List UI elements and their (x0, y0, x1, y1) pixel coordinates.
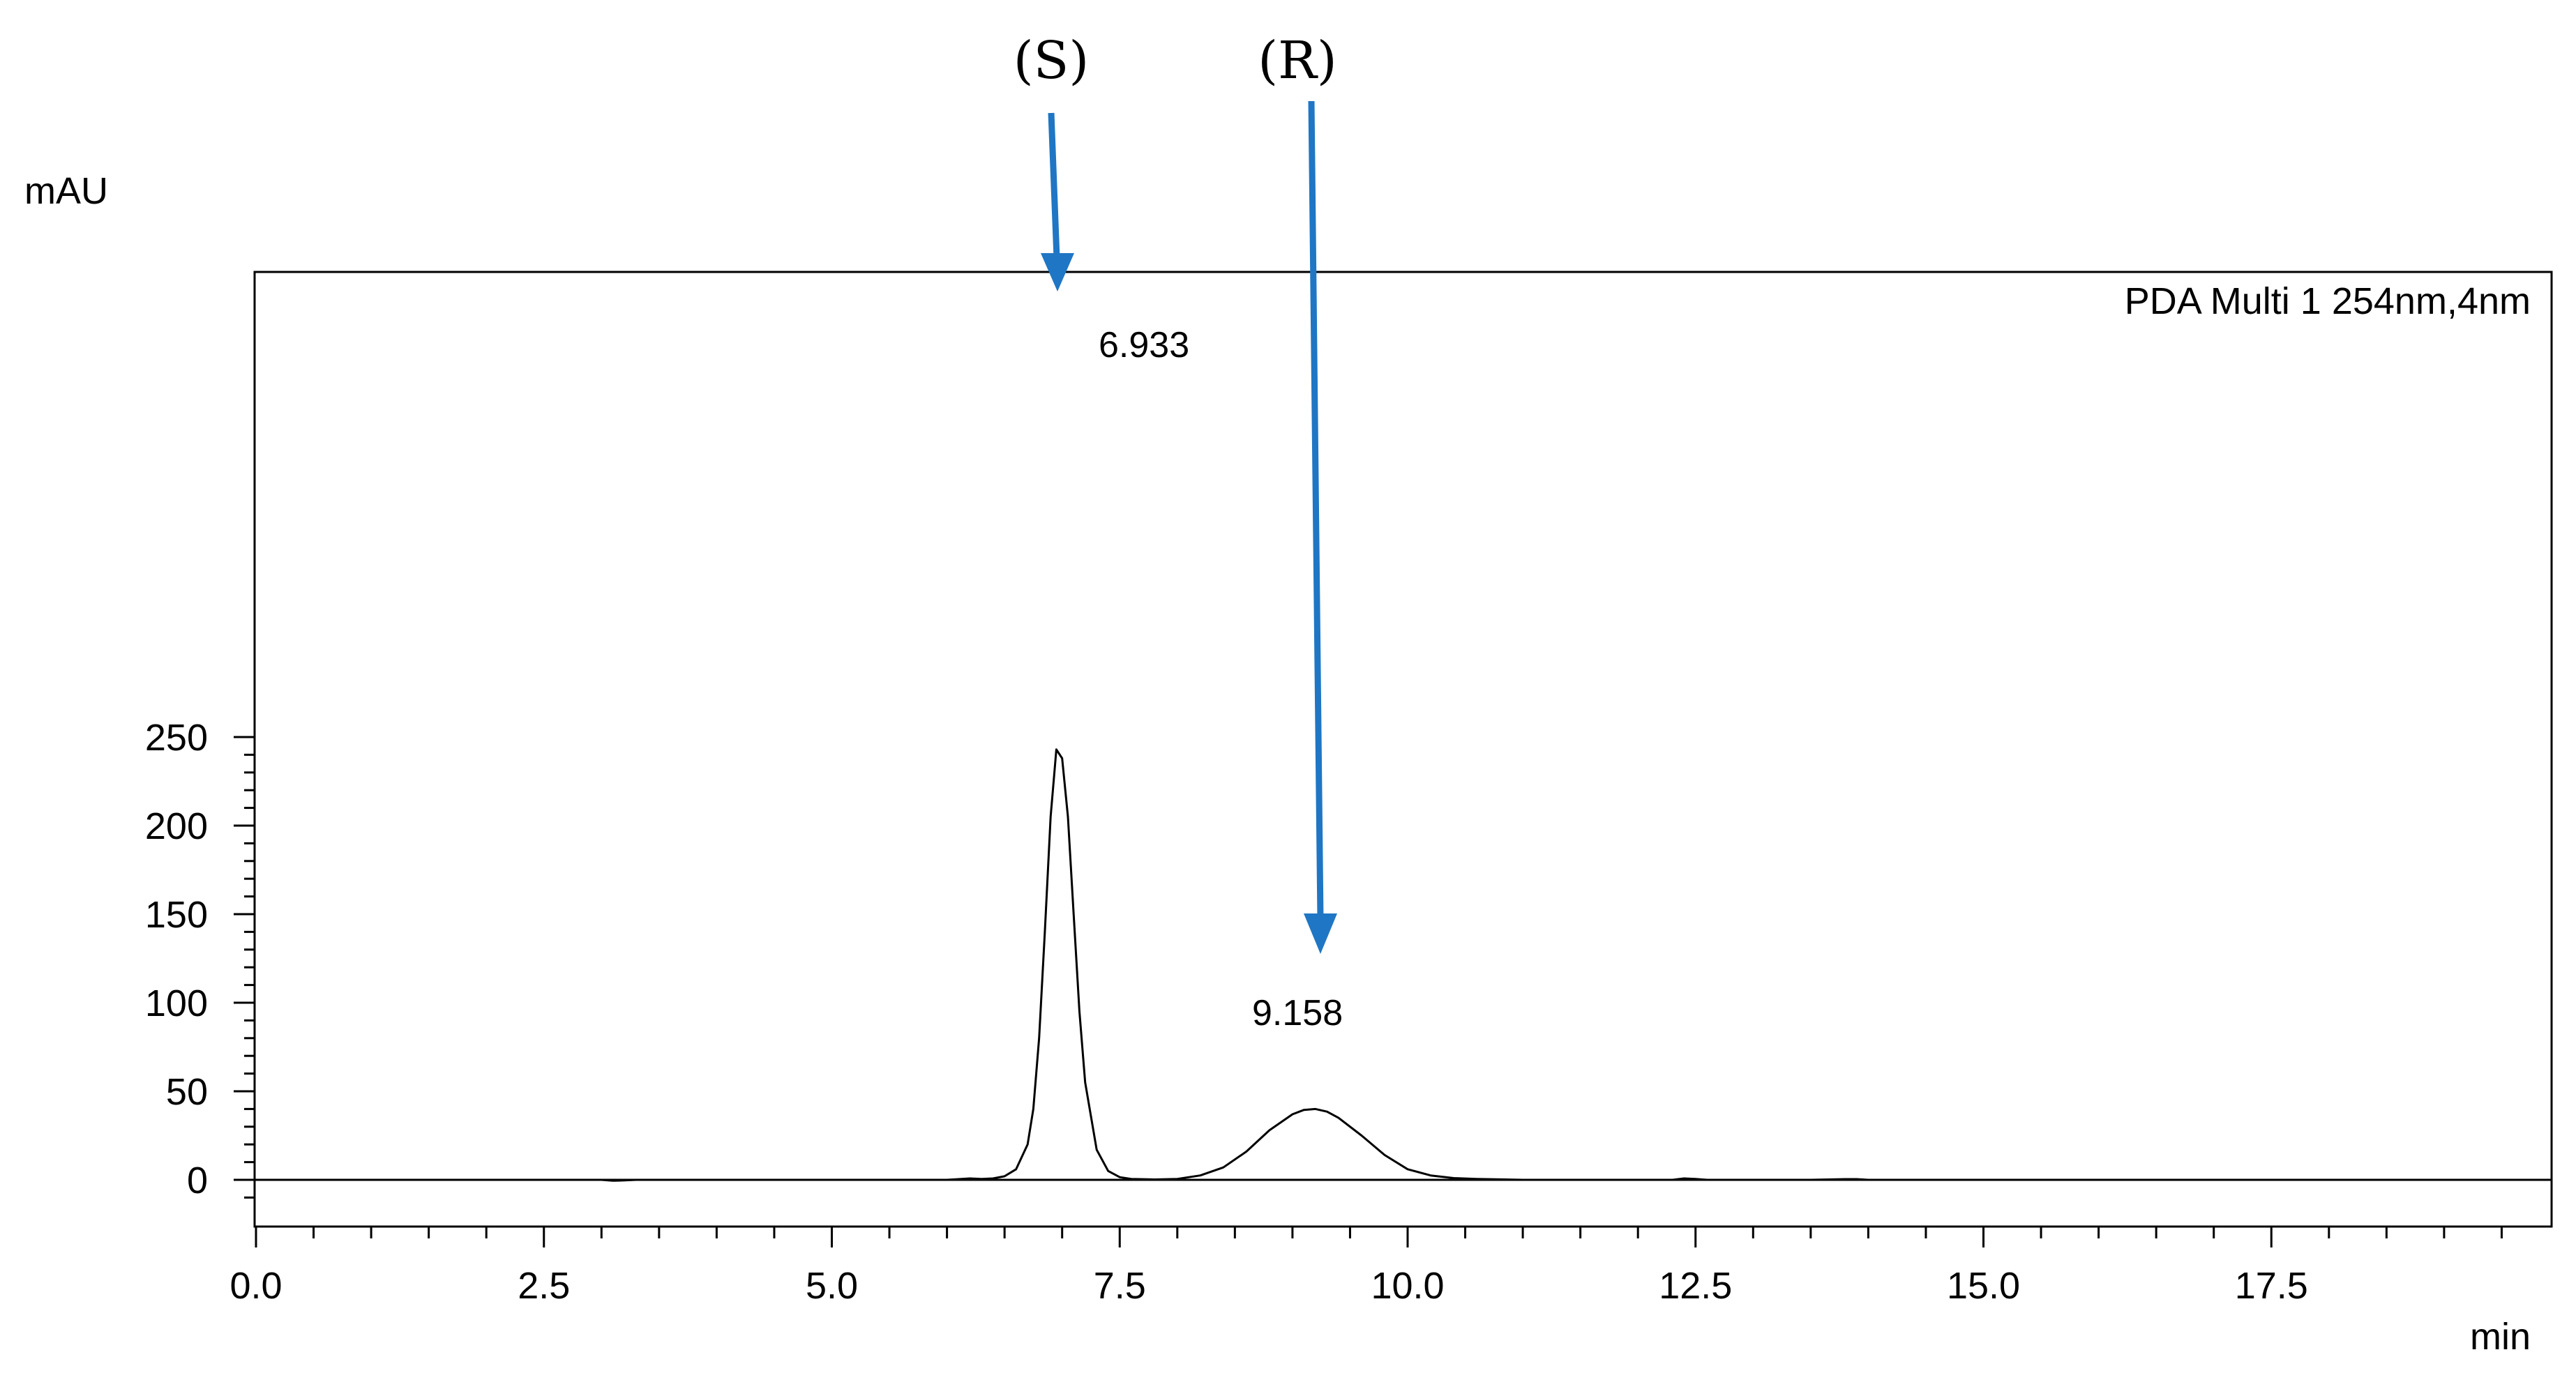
x-tick-label: 17.5 (2235, 1265, 2308, 1307)
x-tick-label: 12.5 (1659, 1265, 1732, 1307)
peak-label-1: 6.933 (1099, 325, 1189, 365)
y-tick-label: 50 (166, 1071, 208, 1113)
r-arrow (1304, 100, 1337, 954)
y-tick-label: 200 (145, 805, 208, 847)
legend-text: PDA Multi 1 254nm,4nm (2125, 280, 2531, 322)
x-axis-label: min (2470, 1316, 2531, 1358)
x-tick-label: 5.0 (806, 1265, 858, 1307)
y-axis: 0 50 100 150 200 250 (145, 717, 255, 1201)
x-axis: 0.0 2.5 5.0 7.5 10.0 12.5 15.0 17.5 (229, 1227, 2503, 1307)
x-tick-label: 15.0 (1947, 1265, 2020, 1307)
x-tick-label: 10.0 (1371, 1265, 1444, 1307)
s-enantiomer-label: (S) (1014, 31, 1089, 91)
signal-trace (256, 748, 2550, 1182)
x-tick-label: 2.5 (518, 1265, 570, 1307)
y-tick-label: 0 (187, 1160, 208, 1201)
x-tick-label: 0.0 (229, 1265, 282, 1307)
x-tick-label: 7.5 (1094, 1265, 1146, 1307)
s-arrow (1041, 112, 1074, 291)
plot-frame (253, 271, 2553, 1228)
y-tick-label: 100 (145, 982, 208, 1024)
y-tick-label: 150 (145, 894, 208, 936)
y-axis-label: mAU (24, 170, 108, 212)
y-tick-label: 250 (145, 717, 208, 759)
peak-label-2: 9.158 (1252, 993, 1343, 1033)
r-enantiomer-label: (R) (1258, 31, 1336, 91)
